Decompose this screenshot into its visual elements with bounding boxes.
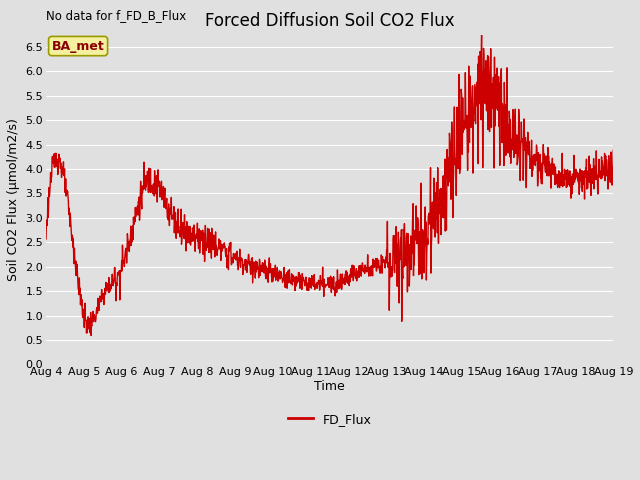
Y-axis label: Soil CO2 Flux (μmol/m2/s): Soil CO2 Flux (μmol/m2/s) <box>7 118 20 281</box>
Title: Forced Diffusion Soil CO2 Flux: Forced Diffusion Soil CO2 Flux <box>205 12 454 30</box>
Text: No data for f_FD_B_Flux: No data for f_FD_B_Flux <box>46 9 186 22</box>
X-axis label: Time: Time <box>314 380 345 393</box>
Text: BA_met: BA_met <box>52 39 104 53</box>
Legend: FD_Flux: FD_Flux <box>283 408 376 431</box>
